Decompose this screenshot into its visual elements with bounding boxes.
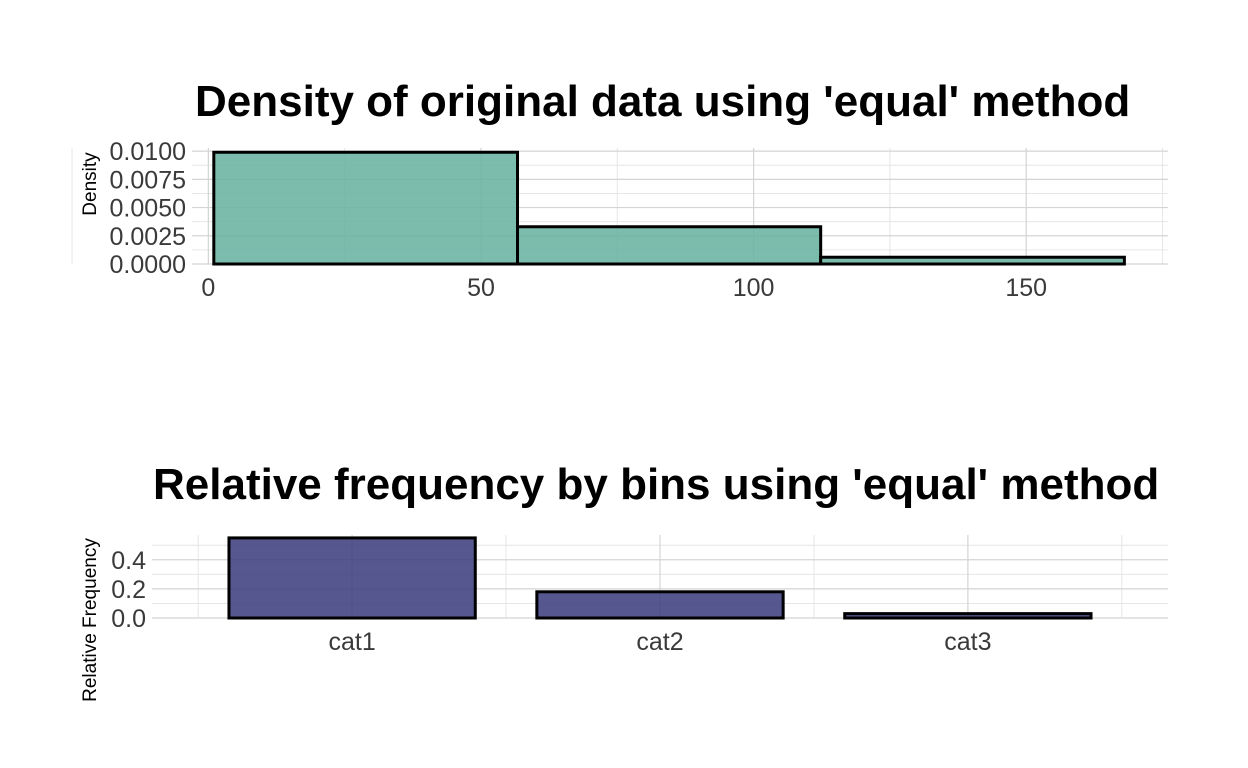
x-tick-label: 50 [467, 274, 495, 302]
density-y-axis-label: Density [80, 152, 101, 216]
y-tick-label: 0.0050 [110, 195, 186, 223]
y-tick-label: 0.0100 [110, 138, 186, 166]
relative-frequency-bar [227, 536, 477, 620]
relative-frequency-y-axis-label: Relative Frequency [80, 538, 101, 702]
x-tick-label: 0 [201, 274, 215, 302]
x-tick-label: 150 [1005, 274, 1047, 302]
density-bars [212, 150, 1126, 266]
relative-frequency-panel: Relative frequency by bins using 'equal'… [80, 460, 1168, 702]
density-x-tick-labels: 0 50 100 150 [201, 274, 1047, 302]
relative-frequency-y-tick-labels: 0.00.20.4 [111, 547, 146, 633]
density-panel: Density of original data using 'equal' m… [71, 77, 1168, 302]
x-tick-label: 100 [733, 274, 775, 302]
x-tick-label: cat2 [636, 628, 683, 656]
histogram-bar [516, 225, 823, 266]
histogram-bar [819, 255, 1126, 266]
relative-frequency-chart-title: Relative frequency by bins using 'equal'… [153, 460, 1159, 509]
density-chart-title: Density of original data using 'equal' m… [195, 77, 1130, 126]
relative-frequency-bars [227, 536, 1093, 620]
relative-frequency-bar [843, 612, 1093, 620]
relative-frequency-x-tick-labels: cat1 cat2 cat3 [328, 628, 991, 656]
y-tick-label: 0.4 [111, 547, 146, 575]
y-tick-label: 0.0 [111, 605, 146, 633]
histogram-bar [212, 150, 520, 266]
relative-frequency-bar [535, 590, 785, 620]
x-tick-label: cat3 [944, 628, 991, 656]
y-tick-label: 0.0075 [110, 166, 186, 194]
y-tick-label: 0.0025 [110, 223, 186, 251]
y-tick-label: 0.0000 [110, 251, 186, 279]
x-tick-label: cat1 [328, 628, 375, 656]
y-tick-label: 0.2 [111, 576, 146, 604]
